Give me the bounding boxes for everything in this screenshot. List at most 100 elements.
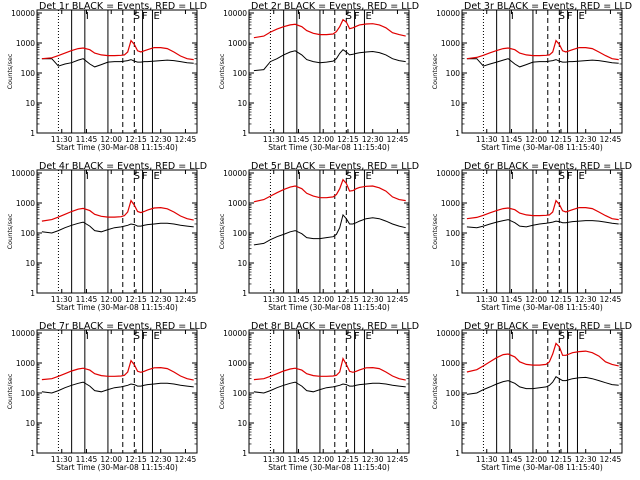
marker-letter: F	[142, 331, 148, 342]
x-tick-label: 11:30	[263, 135, 285, 144]
y-tick-label: 1000	[16, 359, 35, 368]
x-tick-label: 11:45	[76, 295, 98, 304]
lld-series-line	[466, 342, 619, 373]
marker-letter: S	[559, 331, 565, 342]
y-axis-label: Counts/sec	[431, 213, 439, 249]
marker-letter: F	[142, 11, 148, 22]
marker-letter: S	[134, 171, 140, 182]
x-tick-label: 12:15	[550, 455, 572, 464]
marker-letter: I	[86, 331, 89, 342]
marker-letter: E	[578, 11, 584, 22]
x-tick-label: 12:30	[575, 295, 597, 304]
x-tick-label: 12:00	[312, 455, 334, 464]
y-tick-label: 10	[25, 99, 35, 108]
x-tick-label: 12:30	[150, 135, 172, 144]
x-tick-label: 12:15	[125, 295, 147, 304]
marker-letter: F	[354, 331, 360, 342]
x-tick-label: 12:15	[337, 295, 359, 304]
marker-letter: E	[365, 331, 371, 342]
x-axis-label: Start Time (30-Mar-08 11:15:40)	[56, 143, 178, 152]
lld-series-line	[466, 39, 619, 61]
y-tick-label: 100	[21, 389, 36, 398]
x-tick-label: 12:00	[525, 295, 547, 304]
marker-letter: I	[86, 171, 89, 182]
x-tick-label: 11:30	[476, 295, 498, 304]
y-tick-label: 1	[455, 129, 460, 138]
y-axis-label: Counts/sec	[6, 53, 14, 89]
y-tick-label: 1	[242, 449, 247, 458]
x-tick-label: 11:30	[263, 455, 285, 464]
y-tick-label: 10000	[223, 9, 247, 18]
panel-det-1: Det 1r BLACK = Events, RED = LLD 10000 100…	[6, 1, 207, 152]
x-tick-label: 12:15	[550, 135, 572, 144]
x-tick-label: 12:30	[362, 135, 384, 144]
y-tick-label: 100	[233, 389, 248, 398]
x-tick-label: 12:30	[362, 295, 384, 304]
x-axis-label: Start Time (30-Mar-08 11:15:40)	[268, 303, 390, 312]
y-tick-label: 1	[30, 129, 35, 138]
events-series-line	[41, 58, 194, 68]
y-tick-label: 10000	[11, 9, 35, 18]
panel-title: Det 7r BLACK = Events, RED = LLD	[39, 321, 207, 332]
x-axis-label: Start Time (30-Mar-08 11:15:40)	[56, 463, 178, 472]
marker-letter: E	[153, 331, 159, 342]
y-tick-label: 1	[242, 129, 247, 138]
y-tick-label: 100	[446, 389, 461, 398]
x-tick-label: 12:45	[600, 295, 622, 304]
events-series-line	[466, 58, 619, 68]
x-tick-label: 12:30	[150, 455, 172, 464]
x-tick-label: 12:00	[312, 135, 334, 144]
panel-title: Det 3r BLACK = Events, RED = LLD	[464, 1, 632, 12]
x-tick-label: 12:00	[525, 135, 547, 144]
y-tick-label: 1	[242, 289, 247, 298]
x-tick-label: 12:00	[100, 135, 122, 144]
y-tick-label: 100	[233, 69, 248, 78]
marker-letter: I	[511, 171, 514, 182]
y-tick-label: 10000	[436, 169, 460, 178]
y-tick-label: 10	[237, 259, 247, 268]
marker-letter: I	[86, 11, 89, 22]
y-tick-label: 1000	[441, 199, 460, 208]
x-tick-label: 12:15	[125, 135, 147, 144]
x-tick-label: 11:45	[288, 455, 310, 464]
panel-det-2: Det 2r BLACK = Events, RED = LLD 10000 100…	[218, 1, 419, 152]
panel-title: Det 8r BLACK = Events, RED = LLD	[251, 321, 419, 332]
x-tick-label: 12:30	[575, 135, 597, 144]
y-tick-label: 10	[25, 419, 35, 428]
y-tick-label: 10000	[11, 169, 35, 178]
x-tick-label: 12:30	[575, 455, 597, 464]
x-tick-label: 12:45	[175, 295, 197, 304]
y-tick-label: 1000	[228, 39, 247, 48]
events-series-line	[466, 219, 619, 229]
y-tick-label: 100	[233, 229, 248, 238]
y-tick-label: 100	[21, 69, 36, 78]
y-tick-label: 10000	[436, 9, 460, 18]
x-axis-label: Start Time (30-Mar-08 11:15:40)	[56, 303, 178, 312]
x-tick-label: 11:30	[476, 135, 498, 144]
y-tick-label: 10	[450, 419, 460, 428]
plot-frame	[461, 9, 623, 134]
y-tick-label: 10	[237, 99, 247, 108]
x-tick-label: 12:30	[362, 455, 384, 464]
x-tick-label: 11:30	[51, 455, 73, 464]
marker-letter: I	[511, 11, 514, 22]
y-axis-label: Counts/sec	[218, 373, 226, 409]
y-tick-label: 1	[455, 289, 460, 298]
panel-title: Det 2r BLACK = Events, RED = LLD	[251, 1, 419, 12]
y-axis-label: Counts/sec	[218, 53, 226, 89]
marker-letter: S	[346, 11, 352, 22]
y-tick-label: 1000	[441, 39, 460, 48]
y-tick-label: 1000	[441, 359, 460, 368]
panel-title: Det 5r BLACK = Events, RED = LLD	[251, 161, 419, 172]
marker-letter: I	[298, 171, 301, 182]
x-tick-label: 11:45	[501, 135, 523, 144]
marker-letter: E	[153, 11, 159, 22]
x-tick-label: 12:45	[600, 135, 622, 144]
marker-letter: F	[567, 171, 573, 182]
y-tick-label: 100	[446, 69, 461, 78]
y-axis-label: Counts/sec	[431, 53, 439, 89]
x-tick-label: 11:45	[501, 295, 523, 304]
marker-letter: I	[298, 11, 301, 22]
marker-letter: F	[354, 171, 360, 182]
y-tick-label: 10	[25, 259, 35, 268]
